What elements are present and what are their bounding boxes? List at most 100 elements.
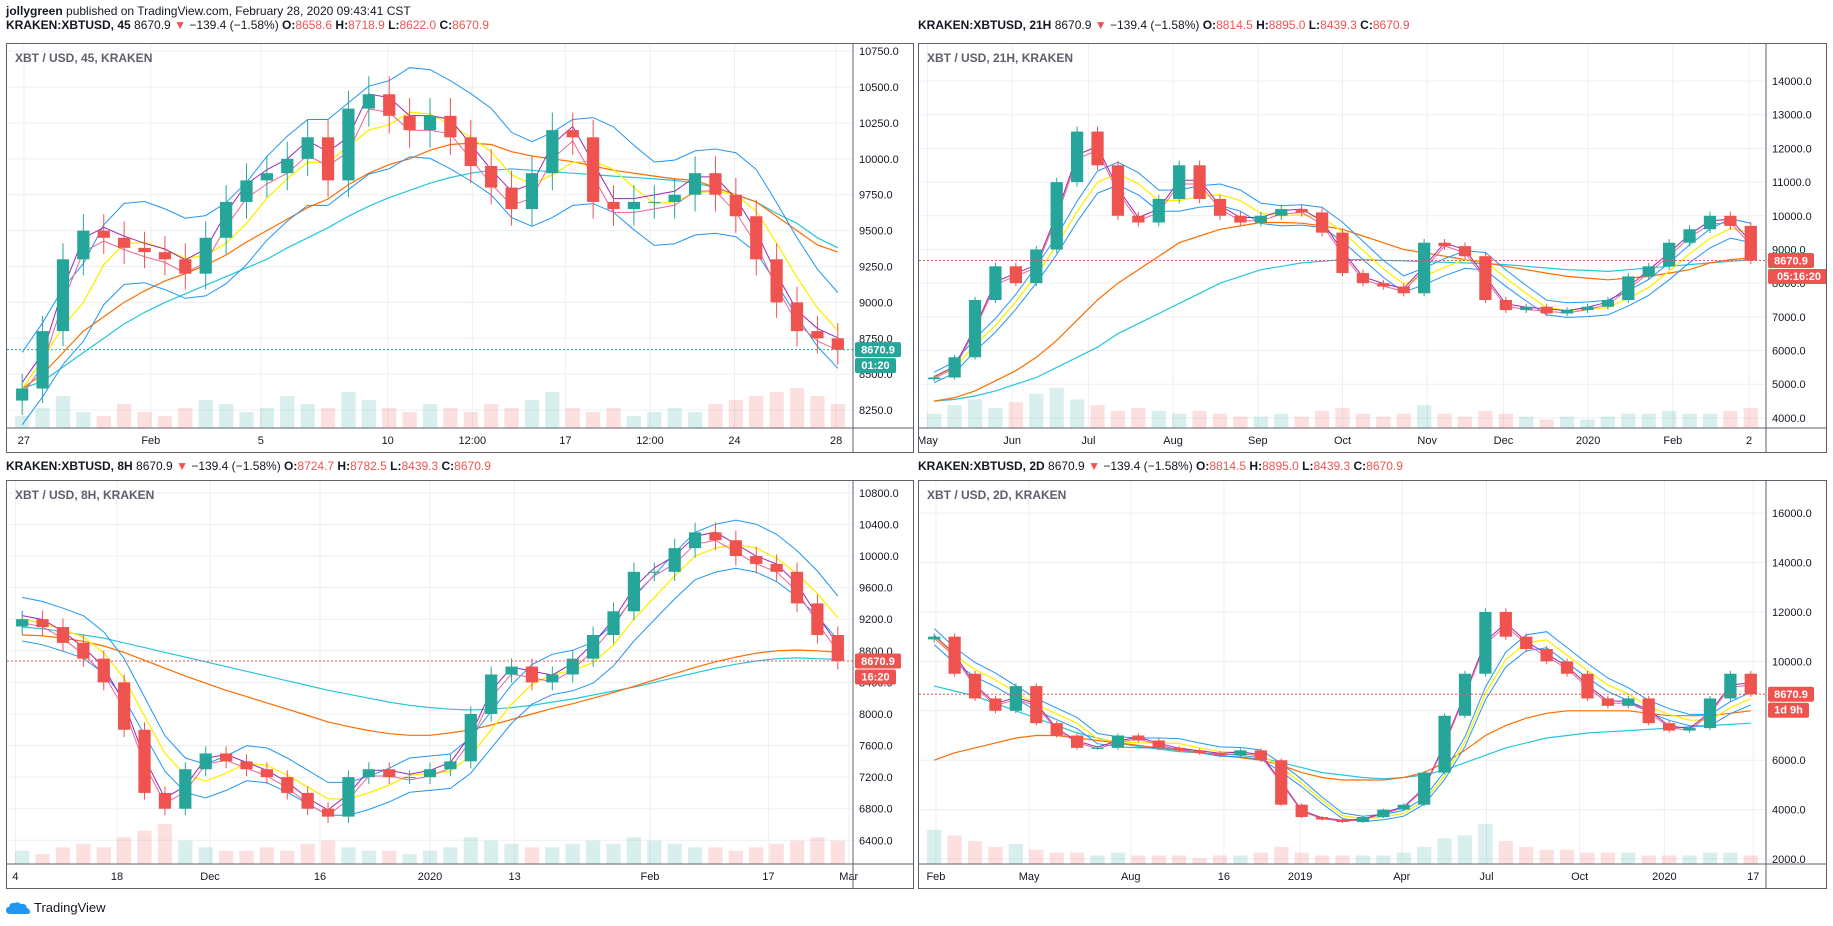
y-tick-label: 9600.0 [859,583,893,595]
candle-body [1070,735,1084,748]
candle-body [648,571,661,573]
candle-body [1458,673,1472,716]
volume-bar [789,388,805,428]
caption-change: −139.4 (−1.58%) [189,18,279,32]
x-tick-label: 28 [830,435,842,447]
author-name[interactable]: jollygreen [6,4,63,18]
volume-bar [967,399,983,428]
volume-bar [55,396,71,428]
candle-body [709,532,722,541]
volume-bar [1110,852,1126,864]
candle-body [1601,300,1615,307]
volume-bar [1274,413,1289,428]
chart-panel-2d[interactable]: 16000.014000.012000.010000.08000.06000.0… [918,480,1827,889]
candle-body [1397,804,1410,810]
volume-bar [1192,410,1207,428]
x-tick-label: Aug [1163,435,1183,447]
tradingview-brand[interactable]: TradingView [6,900,106,915]
candle-body [219,753,233,762]
candle-body [77,642,90,659]
volume-bar [769,844,784,864]
volume-bar [667,408,682,428]
candle-body [1418,772,1431,805]
candle-body [1377,283,1390,287]
ma-cyan-line [22,168,839,390]
candle-body [1724,215,1737,226]
chart-panel-8h[interactable]: 10800.0 10400.0 10000.0 9600.0 9200.0 8800.0 8… [6,480,914,889]
x-tick-label: 27 [18,435,30,447]
down-arrow-icon: ▼ [174,18,186,32]
down-arrow-icon: ▼ [176,459,188,473]
caption-close: 8670.9 [454,459,491,473]
band-lower-line [22,567,839,816]
caption-last: 8670.9 [1054,18,1092,32]
volume-bar [524,400,540,428]
candle-body [1091,131,1104,166]
candle-body [546,674,559,683]
candle-body [1111,165,1125,216]
volume-bar [1294,416,1309,428]
candle-body [1295,804,1308,818]
caption-last: 8670.9 [136,459,173,473]
symbol-caption-8h: KRAKEN:XBTUSD, 8H 8670.9 ▼ −139.4 (−1.58… [6,459,491,473]
band-lower-line [21,156,839,425]
volume-bar [484,840,499,864]
candle-body [56,259,70,332]
x-tick-label: 12:00 [636,435,664,447]
caption-close: 8670.9 [1372,18,1410,32]
chart-svg-45[interactable]: 10750.0 10500.0 10250.0 10000.0 9750.0 9500.0… [7,44,913,452]
candle-body [97,230,110,238]
volume-bar [117,404,132,428]
band-upper-line [933,628,1752,817]
candle-body [485,674,498,714]
candle-body [668,548,681,572]
down-arrow-icon: ▼ [1094,18,1107,32]
chart-svg-2d[interactable]: 16000.014000.012000.010000.08000.06000.0… [919,481,1826,888]
chart-legend: XBT / USD, 8H, KRAKEN [15,488,154,502]
candle-body [16,619,29,627]
candle-body [831,338,844,350]
candle-body [1254,750,1267,761]
candle-body [485,166,498,188]
candle-body [1663,242,1676,267]
caption-low: 8622.0 [399,18,437,32]
volume-bar [1049,852,1064,864]
y-tick-label: 9750.0 [859,190,893,202]
volume-bar [1355,855,1371,864]
volume-bar [1580,419,1595,428]
volume-bar [1335,855,1350,864]
y-tick-label: 6000.0 [1772,346,1806,358]
chart-svg-8h[interactable]: 10800.010400.010000.09600.09200.08800.08… [7,481,913,888]
chart-svg-21h[interactable]: 14000.013000.012000.011000.010000.09000.… [919,44,1826,452]
candle-body [321,137,335,181]
volume-bar [1376,855,1391,864]
candle-body [1438,242,1451,247]
chart-panel-45[interactable]: 10750.0 10500.0 10250.0 10000.0 9750.0 9500.0… [6,43,914,453]
x-tick-label: 18 [111,871,123,883]
x-tick-label: Dec [1494,435,1514,447]
ma-orange-line [22,634,838,736]
volume-bar [1437,413,1452,428]
candle-body [1336,232,1349,274]
band-upper-line [22,519,839,783]
volume-bar [728,850,743,864]
volume-bar [1253,852,1268,864]
volume-bar [565,408,580,428]
candle-body [403,115,416,131]
chart-panel-21h[interactable]: 14000.0 13000.0 12000.0 11000.0 10000.0 9000.… [918,43,1827,453]
candle-body [1132,735,1145,741]
volume-bar [1559,849,1575,864]
candle-body [1173,747,1186,751]
x-tick-label: Nov [1417,435,1437,447]
volume-bar [728,400,743,428]
candle-body [383,769,396,778]
candle-body [1683,728,1696,731]
candle-body [1111,735,1125,748]
volume-bar [585,840,601,864]
y-tick-label: 7200.0 [859,772,893,784]
volume-bar [1355,413,1371,428]
candle-body [138,247,151,253]
volume-bar [137,412,152,428]
candle-body [1560,661,1574,674]
volume-bar [1090,855,1105,864]
